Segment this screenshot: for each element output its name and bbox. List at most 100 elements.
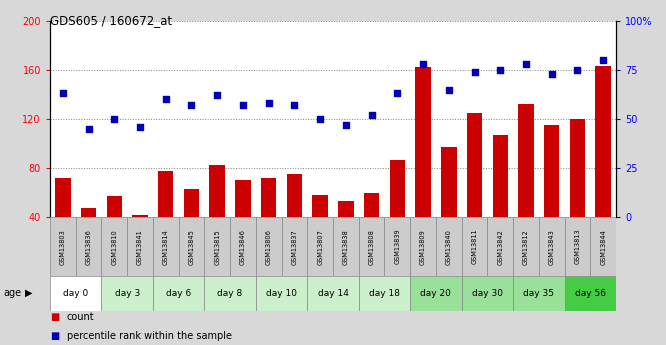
Text: GSM13809: GSM13809 — [420, 229, 426, 265]
Text: GSM13811: GSM13811 — [472, 229, 478, 265]
Bar — [488, 217, 513, 276]
Point — [598, 57, 609, 63]
Bar — [230, 217, 256, 276]
Bar — [158, 171, 173, 266]
Bar — [81, 208, 97, 266]
Text: percentile rank within the sample: percentile rank within the sample — [67, 332, 232, 341]
Bar — [307, 276, 359, 310]
Bar — [235, 180, 250, 266]
Bar — [493, 135, 508, 266]
Bar — [410, 276, 462, 310]
Text: day 14: day 14 — [318, 289, 348, 298]
Text: day 3: day 3 — [115, 289, 140, 298]
Bar — [544, 125, 559, 266]
Bar — [50, 276, 101, 310]
Text: GSM13840: GSM13840 — [446, 229, 452, 265]
Text: GSM13845: GSM13845 — [188, 229, 194, 265]
Bar — [307, 217, 333, 276]
Bar — [133, 215, 148, 266]
Point — [418, 61, 428, 67]
Text: GSM13839: GSM13839 — [394, 229, 400, 265]
Text: count: count — [67, 313, 94, 322]
Point — [135, 124, 145, 130]
Text: age: age — [3, 288, 21, 298]
Bar — [513, 217, 539, 276]
Bar — [462, 276, 513, 310]
Text: GSM13808: GSM13808 — [368, 229, 374, 265]
Bar — [518, 104, 533, 266]
Point — [186, 102, 196, 108]
Text: day 6: day 6 — [166, 289, 191, 298]
Bar — [256, 276, 307, 310]
Point — [495, 67, 505, 73]
Bar — [127, 217, 153, 276]
Bar — [590, 217, 616, 276]
Text: GSM13815: GSM13815 — [214, 229, 220, 265]
Point — [238, 102, 248, 108]
Point — [444, 87, 454, 92]
Text: GSM13842: GSM13842 — [498, 229, 503, 265]
Point — [366, 112, 377, 118]
Point — [109, 116, 120, 122]
Bar — [107, 196, 122, 266]
Bar — [286, 174, 302, 266]
Bar — [101, 276, 153, 310]
Text: GSM13810: GSM13810 — [111, 229, 117, 265]
Bar — [153, 276, 204, 310]
Bar — [390, 160, 405, 266]
Bar — [359, 217, 384, 276]
Text: GSM13844: GSM13844 — [600, 229, 606, 265]
Point — [161, 97, 171, 102]
Text: GSM13806: GSM13806 — [266, 229, 272, 265]
Text: ■: ■ — [50, 313, 59, 322]
Point — [546, 71, 557, 77]
Bar — [333, 217, 359, 276]
Bar — [436, 217, 462, 276]
Text: day 20: day 20 — [420, 289, 452, 298]
Text: ▶: ▶ — [25, 288, 33, 298]
Text: GSM13843: GSM13843 — [549, 229, 555, 265]
Bar — [153, 217, 178, 276]
Text: GSM13837: GSM13837 — [292, 229, 298, 265]
Bar — [178, 217, 204, 276]
Bar — [565, 217, 590, 276]
Bar — [595, 66, 611, 266]
Point — [289, 102, 300, 108]
Bar — [359, 276, 410, 310]
Bar — [261, 178, 276, 266]
Bar — [204, 217, 230, 276]
Text: GSM13803: GSM13803 — [60, 229, 66, 265]
Bar — [416, 67, 431, 266]
Bar — [55, 178, 71, 266]
Bar — [76, 217, 101, 276]
Bar — [467, 113, 482, 266]
Bar — [338, 201, 354, 266]
Text: GSM13812: GSM13812 — [523, 229, 529, 265]
Bar — [384, 217, 410, 276]
Point — [212, 93, 222, 98]
Bar — [364, 193, 380, 266]
Text: ■: ■ — [50, 332, 59, 341]
Text: day 10: day 10 — [266, 289, 297, 298]
Text: day 0: day 0 — [63, 289, 89, 298]
Text: day 18: day 18 — [369, 289, 400, 298]
Bar — [513, 276, 565, 310]
Bar — [441, 147, 456, 266]
Point — [521, 61, 531, 67]
Text: GSM13846: GSM13846 — [240, 229, 246, 265]
Text: GSM13813: GSM13813 — [575, 229, 581, 265]
Bar — [204, 276, 256, 310]
Text: day 56: day 56 — [575, 289, 606, 298]
Point — [263, 100, 274, 106]
Text: GSM13814: GSM13814 — [163, 229, 168, 265]
Text: day 35: day 35 — [523, 289, 554, 298]
Point — [572, 67, 583, 73]
Bar — [539, 217, 565, 276]
Point — [315, 116, 326, 122]
Bar — [184, 189, 199, 266]
Point — [340, 122, 351, 128]
Text: day 8: day 8 — [217, 289, 242, 298]
Text: GSM13836: GSM13836 — [85, 229, 91, 265]
Bar — [101, 217, 127, 276]
Text: GDS605 / 160672_at: GDS605 / 160672_at — [50, 14, 172, 27]
